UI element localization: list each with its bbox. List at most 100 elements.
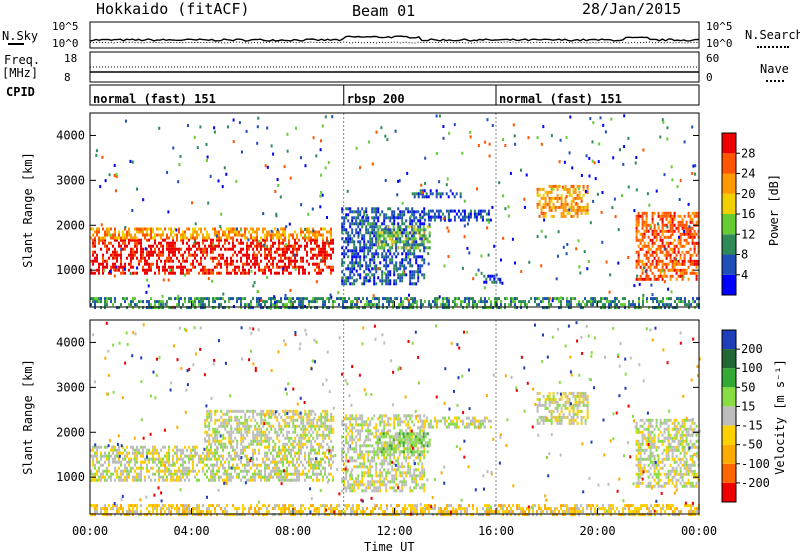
heatmap-cell [182,460,184,464]
heatmap-cell [538,214,541,218]
heatmap-cell [138,241,140,245]
heatmap-cell [206,433,209,437]
heatmap-cell [388,300,390,304]
heatmap-cell [326,415,329,419]
heatmap-speck [651,293,654,297]
heatmap-speck [445,183,448,187]
heatmap-cell [214,300,216,304]
heatmap-cell [260,236,262,240]
heatmap-cell [232,439,235,443]
heatmap-cell [318,265,320,269]
heatmap-cell [94,454,96,458]
heatmap-cell [146,233,148,237]
heatmap-cell [330,466,332,470]
heatmap-speck [486,226,489,230]
heatmap-cell [582,205,585,209]
heatmap-speck [536,235,539,238]
heatmap-cell [415,258,418,262]
heatmap-cell [487,218,490,222]
heatmap-cell [373,219,376,223]
heatmap-cell [330,233,332,237]
heatmap-cell [212,259,214,263]
heatmap-cell [90,259,92,263]
heatmap-speck [285,225,288,229]
heatmap-cell [322,227,324,231]
heatmap-cell [572,208,575,212]
heatmap-cell [341,450,344,454]
heatmap-speck [166,171,169,174]
heatmap-cell [296,412,299,416]
heatmap-cell [282,448,284,452]
heatmap-cell [616,306,618,310]
heatmap-cell [246,478,248,482]
heatmap-cell [371,222,374,226]
heatmap-cell [695,265,698,269]
heatmap-cell [232,230,234,234]
heatmap-cell [300,233,302,237]
heatmap-cell [687,232,690,236]
heatmap-cell [693,211,696,215]
heatmap-cell [500,306,502,310]
heatmap-cell [118,475,120,479]
heatmap-cell [174,233,176,237]
heatmap-cell [639,238,642,242]
heatmap-cell [574,190,577,194]
heatmap-cell [403,210,406,214]
heatmap-cell [548,184,551,188]
heatmap-speck [320,258,323,262]
heatmap-cell [214,475,216,479]
heatmap-cell [308,236,310,240]
heatmap-cell [276,433,279,437]
heatmap-cell [397,252,400,256]
heatmap-cell [274,297,276,301]
heatmap-cell [663,274,666,278]
heatmap-cell [614,303,616,307]
heatmap-cell [642,303,644,307]
heatmap-cell [407,252,410,256]
heatmap-cell [294,430,297,434]
heatmap-cell [425,195,428,199]
heatmap-cell [116,306,118,310]
heatmap-cell [234,454,236,458]
heatmap-cell [176,256,178,260]
heatmap-cell [530,297,532,301]
heatmap-cell [384,231,387,235]
heatmap-cell [363,279,366,283]
heatmap-cell [108,230,110,234]
heatmap-cell [326,433,329,437]
heatmap-cell [136,448,138,452]
heatmap-cell [236,418,239,422]
heatmap-cell [114,448,116,452]
heatmap-cell [292,259,294,263]
heatmap-cell [120,451,122,455]
heatmap-cell [180,268,182,272]
heatmap-cell [154,238,156,242]
heatmap-cell [226,233,228,237]
heatmap-cell [610,306,612,310]
heatmap-cell [406,306,408,310]
heatmap-cell [359,264,362,268]
heatmap-speck [300,203,303,207]
heatmap-cell [100,238,102,242]
heatmap-cell [92,472,94,476]
heatmap-cell [296,297,298,301]
heatmap-cell [170,472,172,476]
heatmap-speck [256,290,259,293]
heatmap-cell [192,236,194,240]
heatmap-cell [584,208,587,212]
heatmap-cell [566,297,568,301]
heatmap-cell [308,436,311,440]
heatmap-cell [460,300,462,304]
heatmap-cell [401,222,404,226]
heatmap-cell [316,433,319,437]
heatmap-cell [292,439,295,443]
heatmap-cell [461,218,464,222]
heatmap-cell [387,228,390,232]
heatmap-cell [256,427,259,431]
heatmap-cell [430,303,432,307]
heatmap-cell [347,276,350,280]
heatmap-cell [372,297,374,301]
heatmap-cell [228,466,230,470]
heatmap-cell [645,229,648,233]
heatmap-cell [268,445,270,449]
